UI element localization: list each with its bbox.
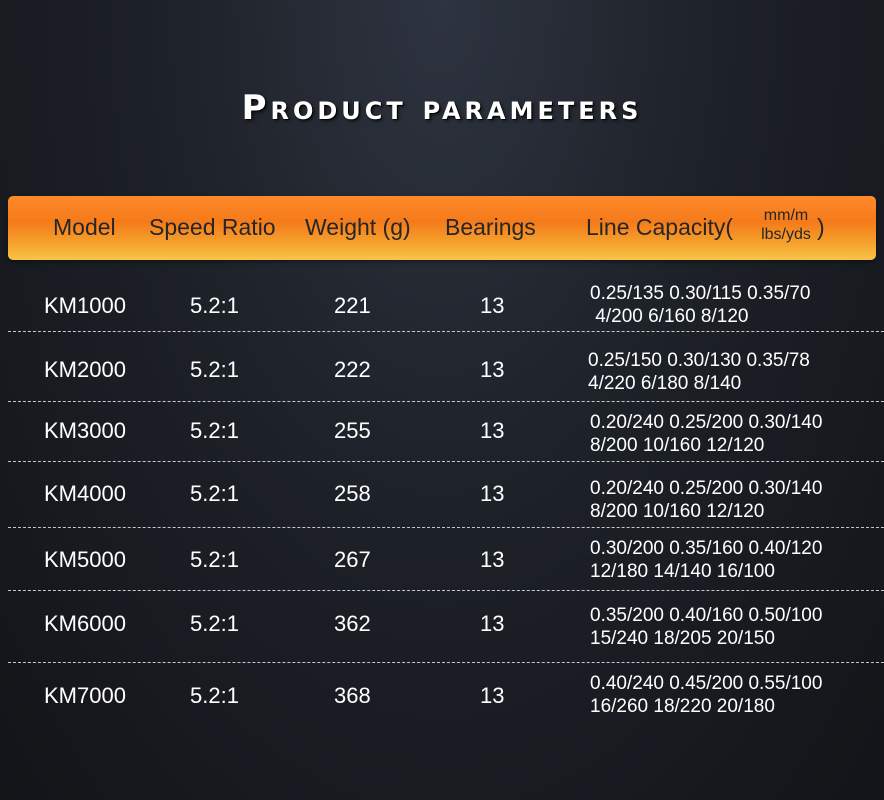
cell-bearings: 13: [480, 293, 505, 318]
cell-speed-ratio: 5.2:1: [190, 418, 239, 443]
capacity-imperial: 15/240 18/205 20/150: [590, 628, 775, 649]
cell-bearings: 13: [480, 683, 505, 708]
cell-model: KM1000: [44, 293, 126, 318]
unit-imperial: lbs/yds: [761, 226, 811, 243]
cell-speed-ratio: 5.2:1: [190, 481, 239, 506]
header-line-capacity: Line Capacity(: [586, 214, 734, 240]
header-bearings: Bearings: [445, 214, 536, 240]
capacity-metric: 0.25/135 0.30/115 0.35/70: [590, 283, 811, 304]
row-divider: [8, 461, 884, 462]
cell-bearings: 13: [480, 418, 505, 443]
cell-speed-ratio: 5.2:1: [190, 611, 239, 636]
cell-line-capacity: 0.40/240 0.45/200 0.55/100 16/260 18/220…: [590, 672, 822, 718]
capacity-metric: 0.30/200 0.35/160 0.40/120: [590, 538, 823, 559]
cell-line-capacity: 0.20/240 0.25/200 0.30/140 8/200 10/160 …: [590, 477, 822, 523]
cell-bearings: 13: [480, 611, 505, 636]
cell-weight: 258: [334, 481, 371, 506]
capacity-imperial: 8/200 10/160 12/120: [590, 435, 765, 456]
cell-bearings: 13: [480, 547, 505, 572]
capacity-imperial: 12/180 14/140 16/100: [590, 561, 775, 582]
cell-speed-ratio: 5.2:1: [190, 547, 239, 572]
row-divider: [8, 527, 884, 528]
cell-model: KM2000: [44, 357, 126, 382]
cell-line-capacity: 0.35/200 0.40/160 0.50/100 15/240 18/205…: [590, 604, 822, 650]
header-close-paren: ): [817, 214, 825, 240]
header-weight: Weight (g): [305, 214, 411, 240]
page-title: Product parameters: [241, 88, 643, 128]
capacity-imperial: 16/260 18/220 20/180: [590, 696, 775, 717]
capacity-imperial: 4/220 6/180 8/140: [588, 373, 742, 394]
cell-model: KM3000: [44, 418, 126, 443]
cell-line-capacity: 0.30/200 0.35/160 0.40/120 12/180 14/140…: [590, 537, 822, 583]
capacity-metric: 0.20/240 0.25/200 0.30/140: [590, 478, 823, 499]
header-speed-ratio: Speed Ratio: [149, 214, 276, 240]
row-divider: [8, 662, 884, 663]
capacity-imperial: 4/200 6/160 8/120: [590, 306, 749, 327]
cell-speed-ratio: 5.2:1: [190, 293, 239, 318]
cell-weight: 255: [334, 418, 371, 443]
capacity-metric: 0.25/150 0.30/130 0.35/78: [588, 350, 810, 371]
capacity-metric: 0.40/240 0.45/200 0.55/100: [590, 673, 823, 694]
row-divider: [8, 331, 884, 332]
cell-model: KM6000: [44, 611, 126, 636]
cell-model: KM7000: [44, 683, 126, 708]
unit-metric: mm/m: [763, 207, 809, 224]
cell-bearings: 13: [480, 357, 505, 382]
cell-weight: 362: [334, 611, 371, 636]
header-units: mm/m lbs/yds: [752, 206, 820, 244]
cell-speed-ratio: 5.2:1: [190, 683, 239, 708]
cell-speed-ratio: 5.2:1: [190, 357, 239, 382]
header-model: Model: [53, 214, 116, 240]
cell-weight: 368: [334, 683, 371, 708]
cell-model: KM5000: [44, 547, 126, 572]
cell-line-capacity: 0.25/150 0.30/130 0.35/78 4/220 6/180 8/…: [588, 349, 810, 395]
capacity-metric: 0.20/240 0.25/200 0.30/140: [590, 412, 823, 433]
cell-weight: 222: [334, 357, 371, 382]
cell-line-capacity: 0.25/135 0.30/115 0.35/70 4/200 6/160 8/…: [590, 282, 810, 328]
cell-weight: 267: [334, 547, 371, 572]
capacity-metric: 0.35/200 0.40/160 0.50/100: [590, 605, 823, 626]
cell-weight: 221: [334, 293, 371, 318]
row-divider: [8, 590, 884, 591]
cell-bearings: 13: [480, 481, 505, 506]
table-header: Model Speed Ratio Weight (g) Bearings Li…: [8, 196, 876, 260]
cell-model: KM4000: [44, 481, 126, 506]
row-divider: [8, 401, 884, 402]
capacity-imperial: 8/200 10/160 12/120: [590, 501, 765, 522]
cell-line-capacity: 0.20/240 0.25/200 0.30/140 8/200 10/160 …: [590, 411, 822, 457]
